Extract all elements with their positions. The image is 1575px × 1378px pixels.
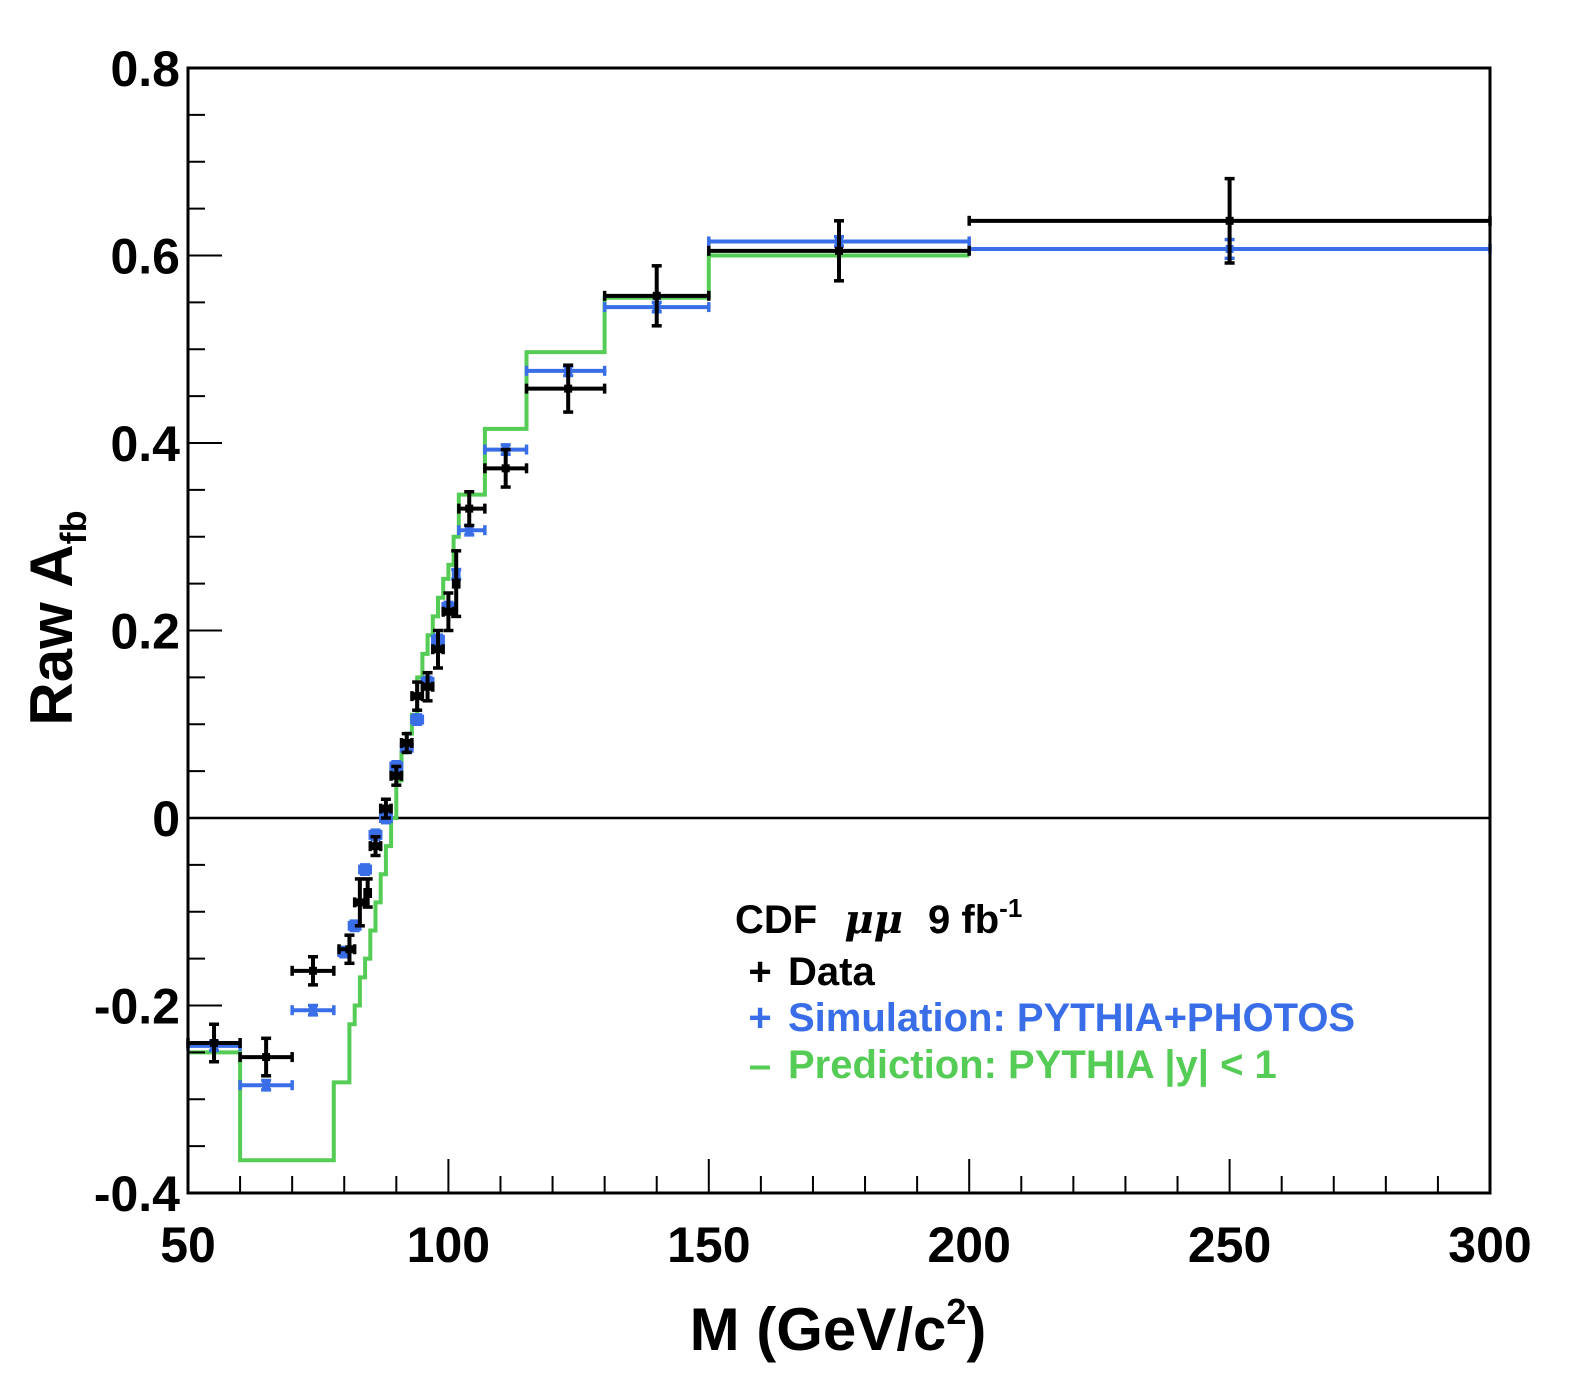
simulation-marker <box>340 948 349 957</box>
data-marker <box>355 898 364 907</box>
x-tick-label: 100 <box>407 1217 490 1273</box>
x-tick-label: 50 <box>160 1217 216 1273</box>
data-marker <box>452 579 461 588</box>
data-point <box>368 835 383 858</box>
data-marker <box>835 246 843 255</box>
y-axis-title-subscript: fb <box>53 510 94 544</box>
data-point <box>707 219 971 283</box>
data-marker <box>413 692 422 701</box>
legend-header-greek: μμ <box>844 896 903 943</box>
data-marker <box>381 804 390 813</box>
data-point <box>457 490 487 528</box>
data-point <box>378 797 393 820</box>
data-point <box>362 877 373 909</box>
data-marker <box>465 504 474 513</box>
simulation-marker <box>371 830 380 839</box>
simulation-point <box>358 863 373 876</box>
x-axis-title-superscript: 2 <box>946 1291 966 1332</box>
x-tick-label: 200 <box>927 1217 1010 1273</box>
legend-marker-prediction: – <box>749 1043 771 1087</box>
simulation-marker <box>465 526 474 535</box>
y-tick-label: 0.8 <box>110 41 180 97</box>
data-point <box>410 680 425 712</box>
data-marker <box>433 645 442 654</box>
y-axis-title: Raw Afb <box>18 510 94 725</box>
y-tick-label: -0.4 <box>94 1166 180 1222</box>
data-marker <box>371 842 380 851</box>
legend-label-simulation: Simulation: PYTHIA+PHOTOS <box>788 996 1355 1040</box>
simulation-marker <box>361 865 370 874</box>
legend-header-superscript: -1 <box>999 893 1022 923</box>
simulation-marker <box>350 921 359 930</box>
x-axis-title: M (GeV/c2) <box>690 1291 987 1363</box>
data-marker <box>402 739 411 747</box>
data-marker <box>564 384 573 393</box>
x-tick-label: 300 <box>1448 1217 1531 1273</box>
data-point <box>483 447 529 489</box>
y-tick-label: 0.6 <box>110 229 180 285</box>
x-tick-label: 150 <box>667 1217 750 1273</box>
data-marker <box>1225 216 1234 225</box>
legend-marker-data: + <box>748 950 771 994</box>
simulation-marker <box>413 715 422 724</box>
axes: 50 100 150 200 250 300 -0.4 -0.2 0 0.2 0.4 0.6 0.8 <box>94 41 1532 1273</box>
y-tick-label: 0.2 <box>110 604 180 660</box>
data-marker <box>262 1053 271 1062</box>
data-marker <box>501 464 510 473</box>
data-point <box>431 628 445 670</box>
legend: CDF μμ 9 fb-1 + Data + Simulation: PYTHI… <box>735 893 1355 1087</box>
data-marker <box>444 607 453 616</box>
data-point <box>337 933 357 966</box>
data-series <box>186 176 1492 1078</box>
data-point <box>441 591 456 633</box>
data-marker <box>423 682 432 691</box>
legend-entry-simulation: + Simulation: PYTHIA+PHOTOS <box>748 996 1355 1040</box>
data-point <box>389 764 404 787</box>
legend-entry-prediction: – Prediction: PYTHIA |y| < 1 <box>749 1043 1277 1087</box>
data-point <box>238 1036 294 1078</box>
data-point <box>420 670 435 703</box>
y-tick-label: 0 <box>152 791 180 847</box>
data-point <box>186 1022 242 1064</box>
data-marker <box>363 889 372 897</box>
legend-entry-data: + Data <box>748 950 875 994</box>
data-marker <box>345 945 354 954</box>
data-marker <box>308 966 317 975</box>
x-tick-label: 250 <box>1188 1217 1271 1273</box>
simulation-marker <box>262 1081 271 1090</box>
data-marker <box>652 291 661 300</box>
simulation-point <box>290 1003 336 1017</box>
data-point <box>451 549 462 619</box>
legend-label-prediction: Prediction: PYTHIA |y| < 1 <box>788 1043 1277 1087</box>
legend-label-data: Data <box>788 950 875 994</box>
data-point <box>602 264 711 328</box>
data-marker <box>210 1039 219 1047</box>
data-marker <box>392 771 401 780</box>
simulation-point <box>238 1078 294 1092</box>
y-tick-label: 0.4 <box>110 416 180 472</box>
legend-marker-simulation: + <box>748 996 771 1040</box>
y-tick-label: -0.2 <box>94 979 180 1035</box>
simulation-point <box>410 713 425 726</box>
data-point <box>399 731 414 755</box>
data-point <box>290 955 336 987</box>
data-point <box>524 363 607 414</box>
legend-header: CDF μμ 9 fb-1 <box>735 893 1022 943</box>
plot-content <box>186 176 1492 1163</box>
simulation-marker <box>308 1006 317 1015</box>
